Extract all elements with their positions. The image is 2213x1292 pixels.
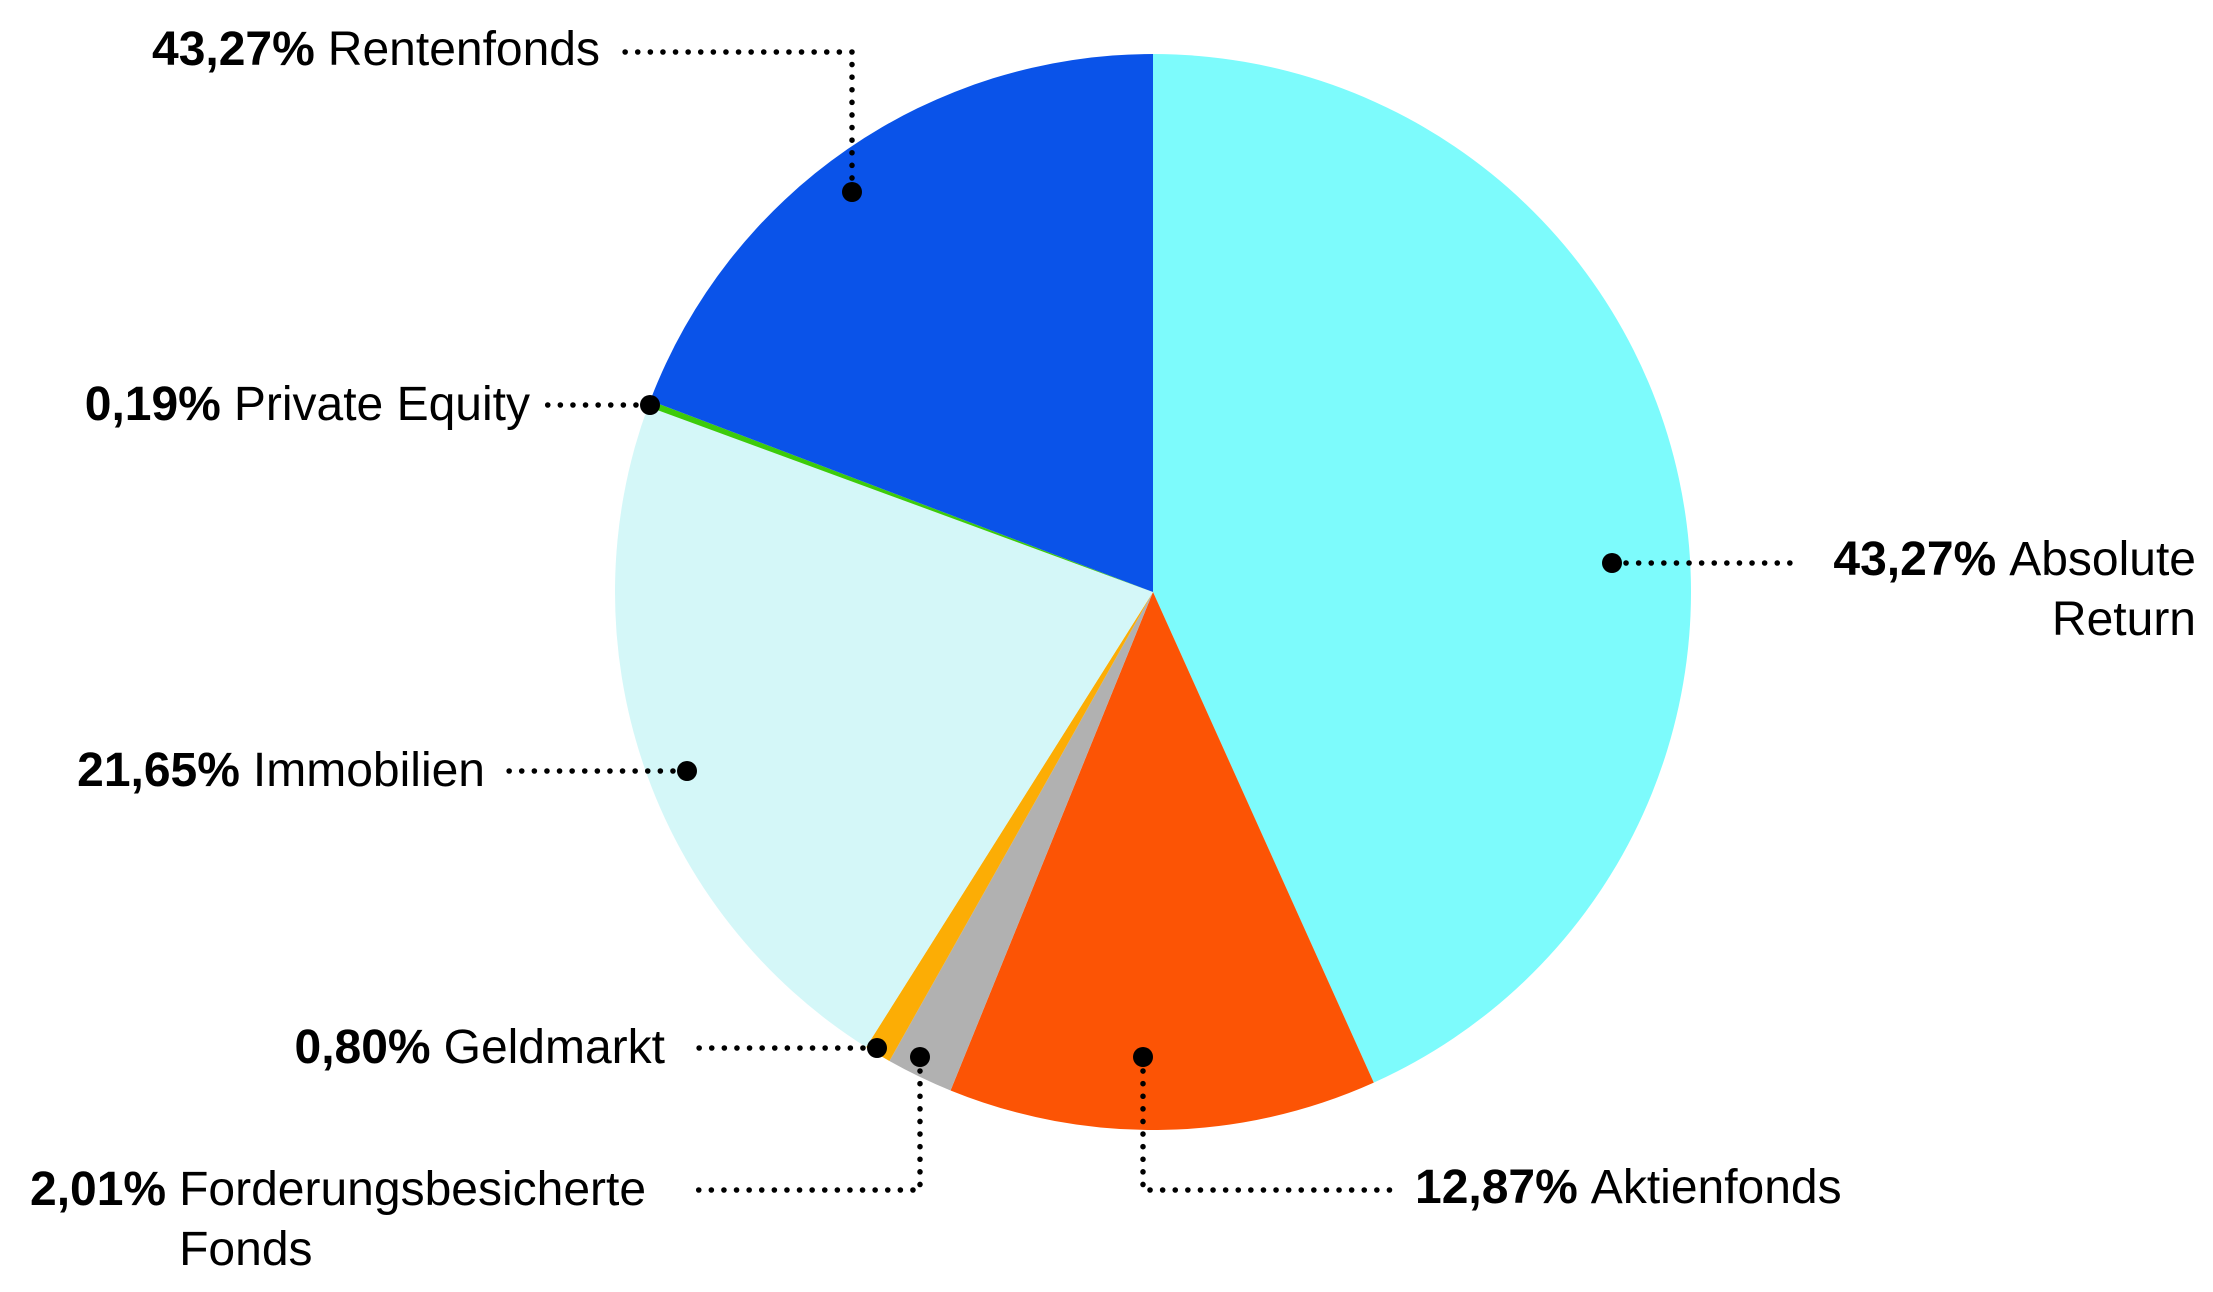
callout-private-equity: 0,19% Private Equity (85, 375, 530, 435)
leader-dot-forderungsbesicherte-fonds (910, 1047, 930, 1067)
callout-rentenfonds: 43,27% Rentenfonds (152, 20, 600, 80)
percent-value-forderungsbesicherte-fonds: 2,01% (30, 1163, 167, 1216)
callout-immobilien: 21,65% Immobilien (77, 741, 485, 801)
callout-absolute-return: 43,27% Absolute Return (1833, 530, 2196, 650)
leader-dot-rentenfonds (842, 182, 862, 202)
leader-line-forderungsbesicherte-fonds (689, 1068, 923, 1193)
callout-forderungsbesicherte-fonds: 2,01% Forderungsbesicherte Fonds (30, 1160, 646, 1280)
slice-name-rentenfonds: Rentenfonds (327, 23, 600, 76)
leader-dot-aktienfonds (1133, 1047, 1153, 1067)
percent-value-aktienfonds: 12,87% (1415, 1161, 1578, 1214)
percent-value-rentenfonds: 43,27% (152, 23, 315, 76)
leader-dot-private-equity (640, 395, 660, 415)
leader-line-aktienfonds (1140, 1068, 1395, 1193)
slice-name-geldmarkt: Geldmarkt (443, 1021, 665, 1074)
slice-name-immobilien: Immobilien (252, 744, 485, 797)
pie-slice-absolute-return (1153, 54, 1691, 1083)
slice-name-absolute-return: Absolute Return (2009, 533, 2196, 646)
callout-aktienfonds: 12,87% Aktienfonds (1415, 1158, 1842, 1218)
pie-slice-forderungsbesicherte-fonds (889, 592, 1153, 1091)
pie-slice-private-equity (647, 400, 1153, 592)
slice-name-private-equity: Private Equity (233, 378, 530, 431)
pie-slice-rentenfonds (650, 54, 1153, 592)
percent-value-immobilien: 21,65% (77, 744, 240, 797)
pie-slice-geldmarkt (866, 592, 1153, 1061)
leader-dot-absolute-return (1602, 553, 1622, 573)
slice-name-aktienfonds: Aktienfonds (1590, 1161, 1842, 1214)
percent-value-private-equity: 0,19% (84, 378, 221, 431)
leader-dot-geldmarkt (867, 1038, 887, 1058)
callout-geldmarkt: 0,80% Geldmarkt (295, 1018, 666, 1078)
leader-dot-immobilien (677, 761, 697, 781)
slice-name-forderungsbesicherte-fonds: Forderungsbesicherte Fonds (179, 1163, 647, 1276)
pie-slice-aktienfonds (950, 592, 1374, 1130)
percent-value-absolute-return: 43,27% (1833, 533, 1997, 586)
leader-line-rentenfonds (613, 49, 855, 181)
percent-value-geldmarkt: 0,80% (294, 1021, 431, 1074)
pie-slice-immobilien (614, 406, 1153, 1048)
